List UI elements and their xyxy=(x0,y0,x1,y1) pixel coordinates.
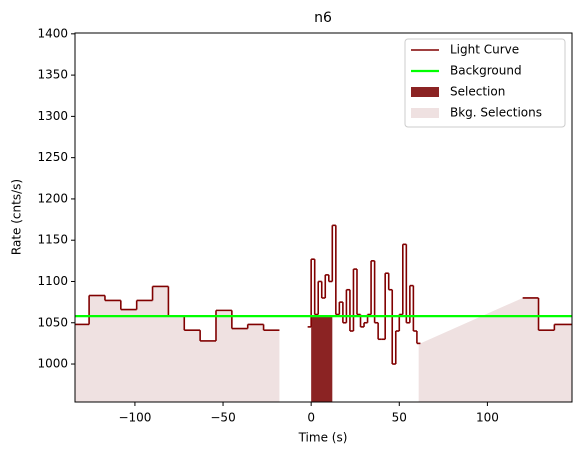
x-tick-label: 0 xyxy=(307,411,315,425)
y-tick-label: 1300 xyxy=(37,109,68,123)
y-tick-label: 1200 xyxy=(37,191,68,205)
x-tick-label: 100 xyxy=(476,411,499,425)
plot xyxy=(75,224,572,402)
y-tick-label: 1250 xyxy=(37,150,68,164)
x-axis-label: Time (s) xyxy=(298,431,348,445)
bkg-selection xyxy=(418,297,572,402)
legend-swatch xyxy=(411,108,439,118)
y-tick-label: 1000 xyxy=(37,357,68,371)
y-tick-label: 1100 xyxy=(37,274,68,288)
x-tick-label: −50 xyxy=(210,411,235,425)
x-tick-label: −100 xyxy=(118,411,151,425)
legend-label: Light Curve xyxy=(450,43,519,57)
plot-frame xyxy=(74,32,573,403)
chart-title: n6 xyxy=(314,10,332,26)
y-tick-label: 1150 xyxy=(37,233,68,247)
y-tick-label: 1050 xyxy=(37,315,68,329)
legend-swatch xyxy=(411,87,439,97)
bkg-selection xyxy=(75,286,280,402)
legend-box xyxy=(404,38,566,128)
y-tick-label: 1350 xyxy=(37,68,68,82)
legend-label: Selection xyxy=(450,85,505,99)
y-axis-label: Rate (cnts/s) xyxy=(10,179,24,255)
y-tick-label: 1400 xyxy=(37,26,68,40)
x-tick-label: 50 xyxy=(392,411,407,425)
selection xyxy=(311,316,333,402)
legend-label: Bkg. Selections xyxy=(450,106,542,120)
legend-label: Background xyxy=(450,64,522,78)
